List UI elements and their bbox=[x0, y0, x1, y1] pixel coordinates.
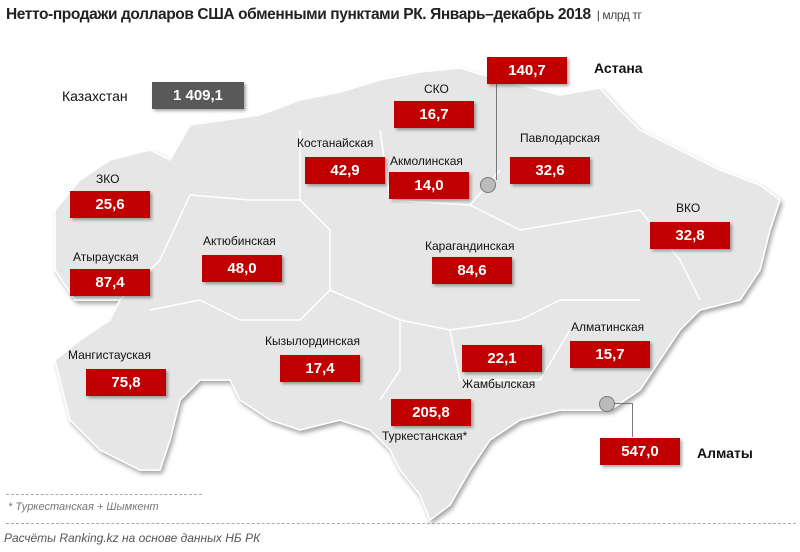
source-note: Расчёты Ranking.kz на основе данных НБ Р… bbox=[4, 531, 261, 545]
sko-label: СКО bbox=[424, 82, 449, 96]
kostanay-value: 42,9 bbox=[305, 157, 385, 184]
mangistau-value: 75,8 bbox=[86, 369, 166, 396]
zhambyl-value: 22,1 bbox=[462, 345, 542, 372]
turkestan-value: 205,8 bbox=[391, 399, 471, 426]
atyrau-label: Атырауская bbox=[73, 250, 139, 264]
almaty-region-label: Алматинская bbox=[571, 320, 645, 334]
vko-label: ВКО bbox=[676, 201, 701, 215]
almaty-marker-icon bbox=[599, 396, 615, 412]
karaganda-label: Карагандинская bbox=[425, 239, 515, 253]
almaty-leader-line-h bbox=[612, 403, 632, 404]
almaty-label: Алматы bbox=[697, 445, 753, 461]
astana-leader-line bbox=[496, 70, 497, 180]
pavlodar-label: Павлодарская bbox=[520, 131, 600, 145]
sko-value: 16,7 bbox=[394, 101, 474, 128]
atyrau-value: 87,4 bbox=[70, 269, 150, 296]
footnote: * Туркестанская + Шымкент bbox=[8, 501, 159, 513]
title: Нетто-продажи долларов США обменными пун… bbox=[6, 6, 642, 24]
title-text: Нетто-продажи долларов США обменными пун… bbox=[6, 6, 591, 23]
turkestan-label: Туркестанская* bbox=[382, 429, 468, 443]
aktobe-label: Актюбинская bbox=[203, 234, 276, 248]
total-label: Казахстан bbox=[62, 88, 128, 104]
astana-label: Астана bbox=[594, 60, 643, 76]
almaty-leader-line bbox=[632, 403, 633, 437]
zko-label: ЗКО bbox=[96, 172, 120, 186]
pavlodar-value: 32,6 bbox=[510, 157, 590, 184]
kyzylorda-label: Кызылординская bbox=[265, 334, 360, 348]
mangistau-label: Мангистауская bbox=[68, 348, 151, 362]
astana-marker-icon bbox=[480, 177, 496, 193]
astana-value: 140,7 bbox=[487, 57, 567, 84]
total-value-box: 1 409,1 bbox=[152, 82, 244, 109]
akmola-value: 14,0 bbox=[389, 172, 469, 199]
kyzylorda-value: 17,4 bbox=[280, 355, 360, 382]
kostanay-label: Костанайская bbox=[297, 136, 374, 150]
almaty-value: 547,0 bbox=[600, 438, 680, 465]
zhambyl-label: Жамбылская bbox=[462, 377, 536, 391]
vko-value: 32,8 bbox=[650, 222, 730, 249]
almaty-region-value: 15,7 bbox=[570, 341, 650, 368]
aktobe-value: 48,0 bbox=[202, 255, 282, 282]
karaganda-value: 84,6 bbox=[432, 257, 512, 284]
source-divider bbox=[6, 523, 796, 524]
zko-value: 25,6 bbox=[70, 191, 150, 218]
akmola-label: Акмолинская bbox=[390, 154, 463, 168]
footnote-divider bbox=[6, 494, 202, 495]
unit-label: | млрд тг bbox=[596, 8, 642, 22]
